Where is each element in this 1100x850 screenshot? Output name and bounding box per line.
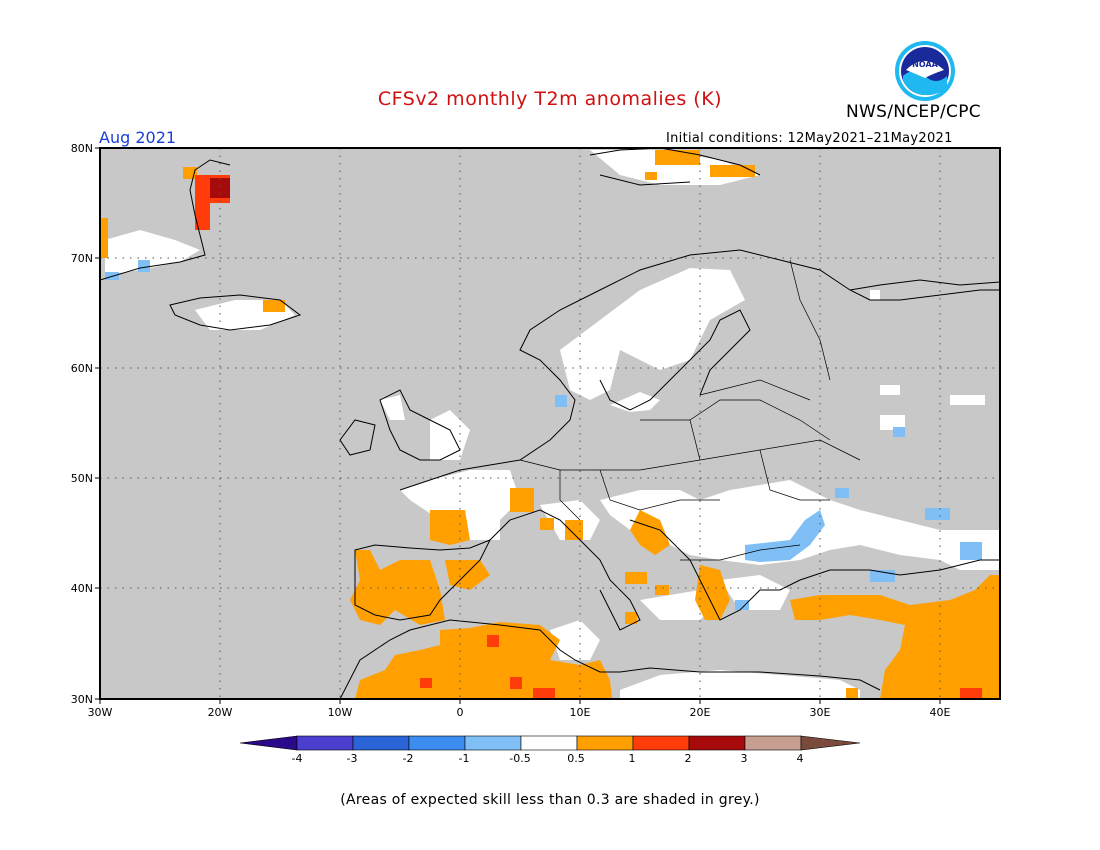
colorbar-label: -3: [347, 752, 358, 765]
lon-tick-label: 30E: [810, 706, 831, 719]
colorbar-box: [464, 735, 522, 751]
lon-tick-labels: 30W 20W 10W 0 10E 20E 30E 40E: [88, 706, 951, 719]
colorbar-label: -0.5: [509, 752, 530, 765]
coastlines: [99, 147, 1001, 700]
lat-tick-label: 70N: [71, 252, 93, 265]
colorbar-box: [520, 735, 578, 751]
lon-tick-label: 40E: [930, 706, 951, 719]
colorbar-min-arrow: [239, 735, 298, 751]
lat-tick-label: 80N: [71, 142, 93, 155]
colorbar-label: -1: [459, 752, 470, 765]
agency-label: NWS/NCEP/CPC: [846, 102, 981, 122]
colorbar-box: [632, 735, 690, 751]
colorbar-label: 4: [797, 752, 804, 765]
colorbar-box: [744, 735, 802, 751]
colorbar-label: 2: [685, 752, 692, 765]
colorbar-label: 1: [629, 752, 636, 765]
lon-tick-label: 10W: [328, 706, 353, 719]
colorbar-boxes: [239, 735, 861, 751]
lat-tick-label: 30N: [71, 693, 93, 706]
graticule: [100, 148, 1000, 699]
strong-positive-anomaly-areas: [195, 175, 982, 699]
colorbar-box: [352, 735, 410, 751]
lon-tick-label: 30W: [88, 706, 113, 719]
colorbar-labels: -4 -3 -2 -1 -0.5 0.5 1 2 3 4: [292, 752, 804, 765]
tick-marks: [95, 147, 941, 704]
colorbar-box: [408, 735, 466, 751]
lon-tick-label: 10E: [570, 706, 591, 719]
lat-tick-label: 60N: [71, 362, 93, 375]
colorbar-label: 3: [741, 752, 748, 765]
lon-tick-label: 0: [457, 706, 464, 719]
colorbar-box: [576, 735, 634, 751]
skill-footnote: (Areas of expected skill less than 0.3 a…: [340, 792, 760, 808]
colorbar-max-arrow: [800, 735, 861, 751]
lat-tick-labels: 80N 70N 60N 50N 40N 30N: [71, 142, 93, 706]
country-borders: [519, 259, 861, 561]
colorbar-label: -2: [403, 752, 414, 765]
noaa-logo-icon: NOAA: [894, 40, 956, 106]
lon-tick-label: 20W: [208, 706, 233, 719]
lon-tick-label: 20E: [690, 706, 711, 719]
noaa-logo-text: NOAA: [912, 60, 938, 69]
positive-anomaly-areas: [100, 150, 1000, 699]
colorbar-box: [296, 735, 354, 751]
colorbar-box: [688, 735, 746, 751]
lat-tick-label: 50N: [71, 472, 93, 485]
colorbar-label: 0.5: [567, 752, 585, 765]
lat-tick-label: 40N: [71, 582, 93, 595]
colorbar-label: -4: [292, 752, 303, 765]
forecast-month: Aug 2021: [99, 128, 177, 147]
map-title: CFSv2 monthly T2m anomalies (K): [377, 88, 723, 110]
map-frame: [99, 147, 1001, 700]
initial-conditions: Initial conditions: 12May2021–21May2021: [666, 131, 953, 146]
